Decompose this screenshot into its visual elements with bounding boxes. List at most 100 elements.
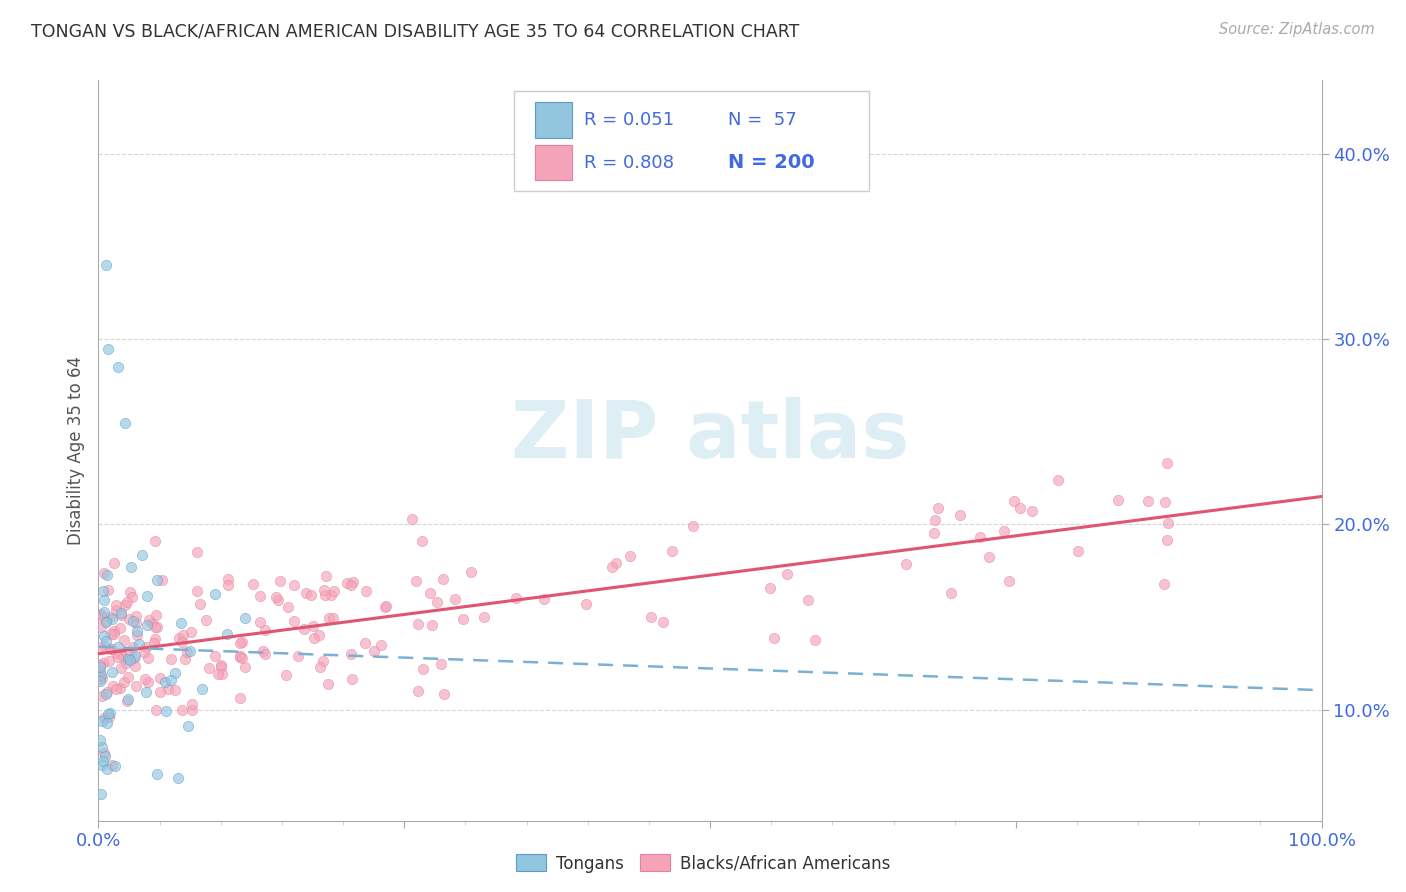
Point xyxy=(157,681,180,696)
Point xyxy=(103,679,125,693)
Point xyxy=(91,755,114,769)
Text: TONGAN VS BLACK/AFRICAN AMERICAN DISABILITY AGE 35 TO 64 CORRELATION CHART: TONGAN VS BLACK/AFRICAN AMERICAN DISABIL… xyxy=(31,22,799,40)
Point xyxy=(135,590,157,604)
Point xyxy=(186,545,208,559)
Point xyxy=(114,656,136,670)
Point xyxy=(110,608,132,623)
Point xyxy=(977,549,1000,564)
Point xyxy=(1156,533,1178,547)
Text: R = 0.808: R = 0.808 xyxy=(583,153,673,171)
Point xyxy=(118,653,141,667)
Point xyxy=(353,636,375,650)
Point xyxy=(949,508,972,522)
Point xyxy=(505,591,527,605)
Point xyxy=(143,632,166,646)
Point xyxy=(269,574,291,588)
Point xyxy=(302,631,325,645)
Point xyxy=(420,618,443,632)
Point xyxy=(108,622,131,636)
Point xyxy=(159,652,181,666)
Point xyxy=(117,652,139,666)
Point xyxy=(117,649,139,664)
Point xyxy=(1156,457,1178,471)
Point xyxy=(135,640,157,655)
Point xyxy=(90,620,112,634)
Point xyxy=(128,637,150,651)
Point xyxy=(1021,504,1043,518)
Point xyxy=(103,624,125,639)
Point xyxy=(90,609,112,624)
Point xyxy=(652,615,675,629)
Point xyxy=(142,636,165,650)
Point xyxy=(433,687,456,701)
Point xyxy=(315,568,337,582)
Point xyxy=(318,611,340,625)
Point xyxy=(229,690,252,705)
Point xyxy=(100,641,122,656)
Point xyxy=(153,675,176,690)
Point xyxy=(98,654,121,668)
Point xyxy=(94,687,117,701)
Point xyxy=(191,681,214,696)
Point xyxy=(314,588,336,602)
Point xyxy=(104,759,127,773)
Point xyxy=(89,672,111,686)
Point xyxy=(135,685,157,699)
Point xyxy=(89,664,111,678)
Point xyxy=(125,609,148,624)
Point xyxy=(91,689,114,703)
Point xyxy=(533,592,555,607)
Point xyxy=(138,613,160,627)
Point xyxy=(340,578,363,592)
Point xyxy=(110,646,132,660)
Bar xyxy=(536,103,572,137)
Point xyxy=(242,577,264,591)
Point xyxy=(176,719,198,733)
Point xyxy=(405,574,427,588)
Point xyxy=(104,599,127,613)
Point xyxy=(89,657,111,672)
Point xyxy=(107,640,129,654)
Point xyxy=(1067,543,1090,558)
Point xyxy=(167,632,190,646)
Point xyxy=(136,617,159,632)
Point xyxy=(969,531,991,545)
Point xyxy=(430,657,453,672)
Point xyxy=(412,662,434,676)
Point xyxy=(797,592,820,607)
Point xyxy=(209,659,232,673)
Point xyxy=(939,585,962,599)
Point xyxy=(419,586,441,600)
Point xyxy=(131,548,153,562)
Point xyxy=(322,611,344,625)
Point xyxy=(98,610,121,624)
Point xyxy=(93,711,115,725)
Point xyxy=(89,673,111,688)
Point xyxy=(600,559,623,574)
Point xyxy=(314,582,336,597)
Point xyxy=(159,673,181,688)
Point xyxy=(374,600,396,615)
Point xyxy=(406,616,429,631)
Point xyxy=(924,513,946,527)
Point xyxy=(107,650,129,665)
Point xyxy=(107,360,129,375)
Point xyxy=(149,685,172,699)
Point xyxy=(775,566,797,581)
Point xyxy=(143,620,166,634)
Point xyxy=(127,628,149,642)
Point xyxy=(295,586,318,600)
Point xyxy=(165,666,187,681)
Point xyxy=(124,659,146,673)
Point xyxy=(145,704,167,718)
Point xyxy=(619,549,641,563)
Point xyxy=(170,703,193,717)
Point xyxy=(122,615,145,629)
Point xyxy=(309,659,332,673)
Point xyxy=(146,573,169,587)
Point xyxy=(118,612,141,626)
Point xyxy=(94,259,117,273)
Point xyxy=(89,640,111,654)
Point xyxy=(112,674,135,689)
Point xyxy=(336,575,359,590)
